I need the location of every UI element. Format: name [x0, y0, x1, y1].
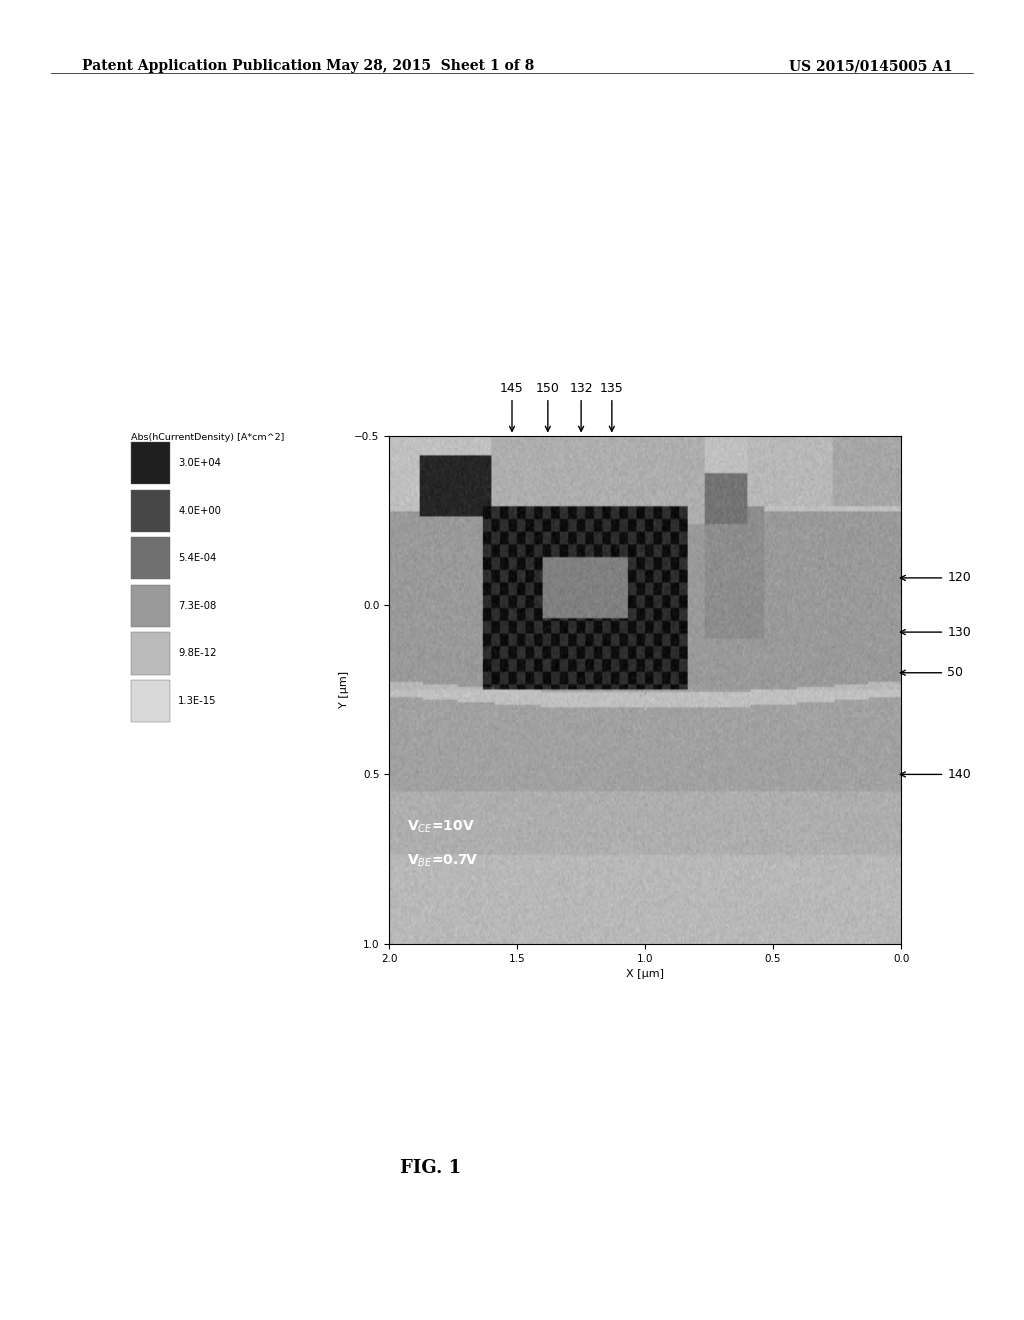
Text: 3.0E+04: 3.0E+04 — [178, 458, 221, 469]
Text: 135: 135 — [600, 381, 624, 432]
Text: 150: 150 — [536, 381, 560, 432]
Text: 130: 130 — [900, 626, 971, 639]
Text: 7.3E-08: 7.3E-08 — [178, 601, 216, 611]
X-axis label: X [μm]: X [μm] — [626, 969, 665, 979]
Text: 9.8E-12: 9.8E-12 — [178, 648, 217, 659]
Text: 145: 145 — [500, 381, 524, 432]
Text: 5.4E-04: 5.4E-04 — [178, 553, 216, 564]
Text: 132: 132 — [569, 381, 593, 432]
Text: V$_{BE}$=0.7V: V$_{BE}$=0.7V — [408, 853, 478, 870]
Text: May 28, 2015  Sheet 1 of 8: May 28, 2015 Sheet 1 of 8 — [326, 59, 535, 74]
Text: 140: 140 — [900, 768, 971, 781]
Text: 4.0E+00: 4.0E+00 — [178, 506, 221, 516]
Text: 50: 50 — [900, 667, 964, 680]
Text: 1.3E-15: 1.3E-15 — [178, 696, 217, 706]
Text: 120: 120 — [900, 572, 971, 585]
Text: Patent Application Publication: Patent Application Publication — [82, 59, 322, 74]
Y-axis label: Y [μm]: Y [μm] — [339, 671, 348, 709]
Text: V$_{CE}$=10V: V$_{CE}$=10V — [408, 818, 475, 836]
Text: US 2015/0145005 A1: US 2015/0145005 A1 — [788, 59, 952, 74]
Text: Abs(hCurrentDensity) [A*cm^2]: Abs(hCurrentDensity) [A*cm^2] — [131, 433, 285, 442]
Text: FIG. 1: FIG. 1 — [399, 1159, 461, 1177]
